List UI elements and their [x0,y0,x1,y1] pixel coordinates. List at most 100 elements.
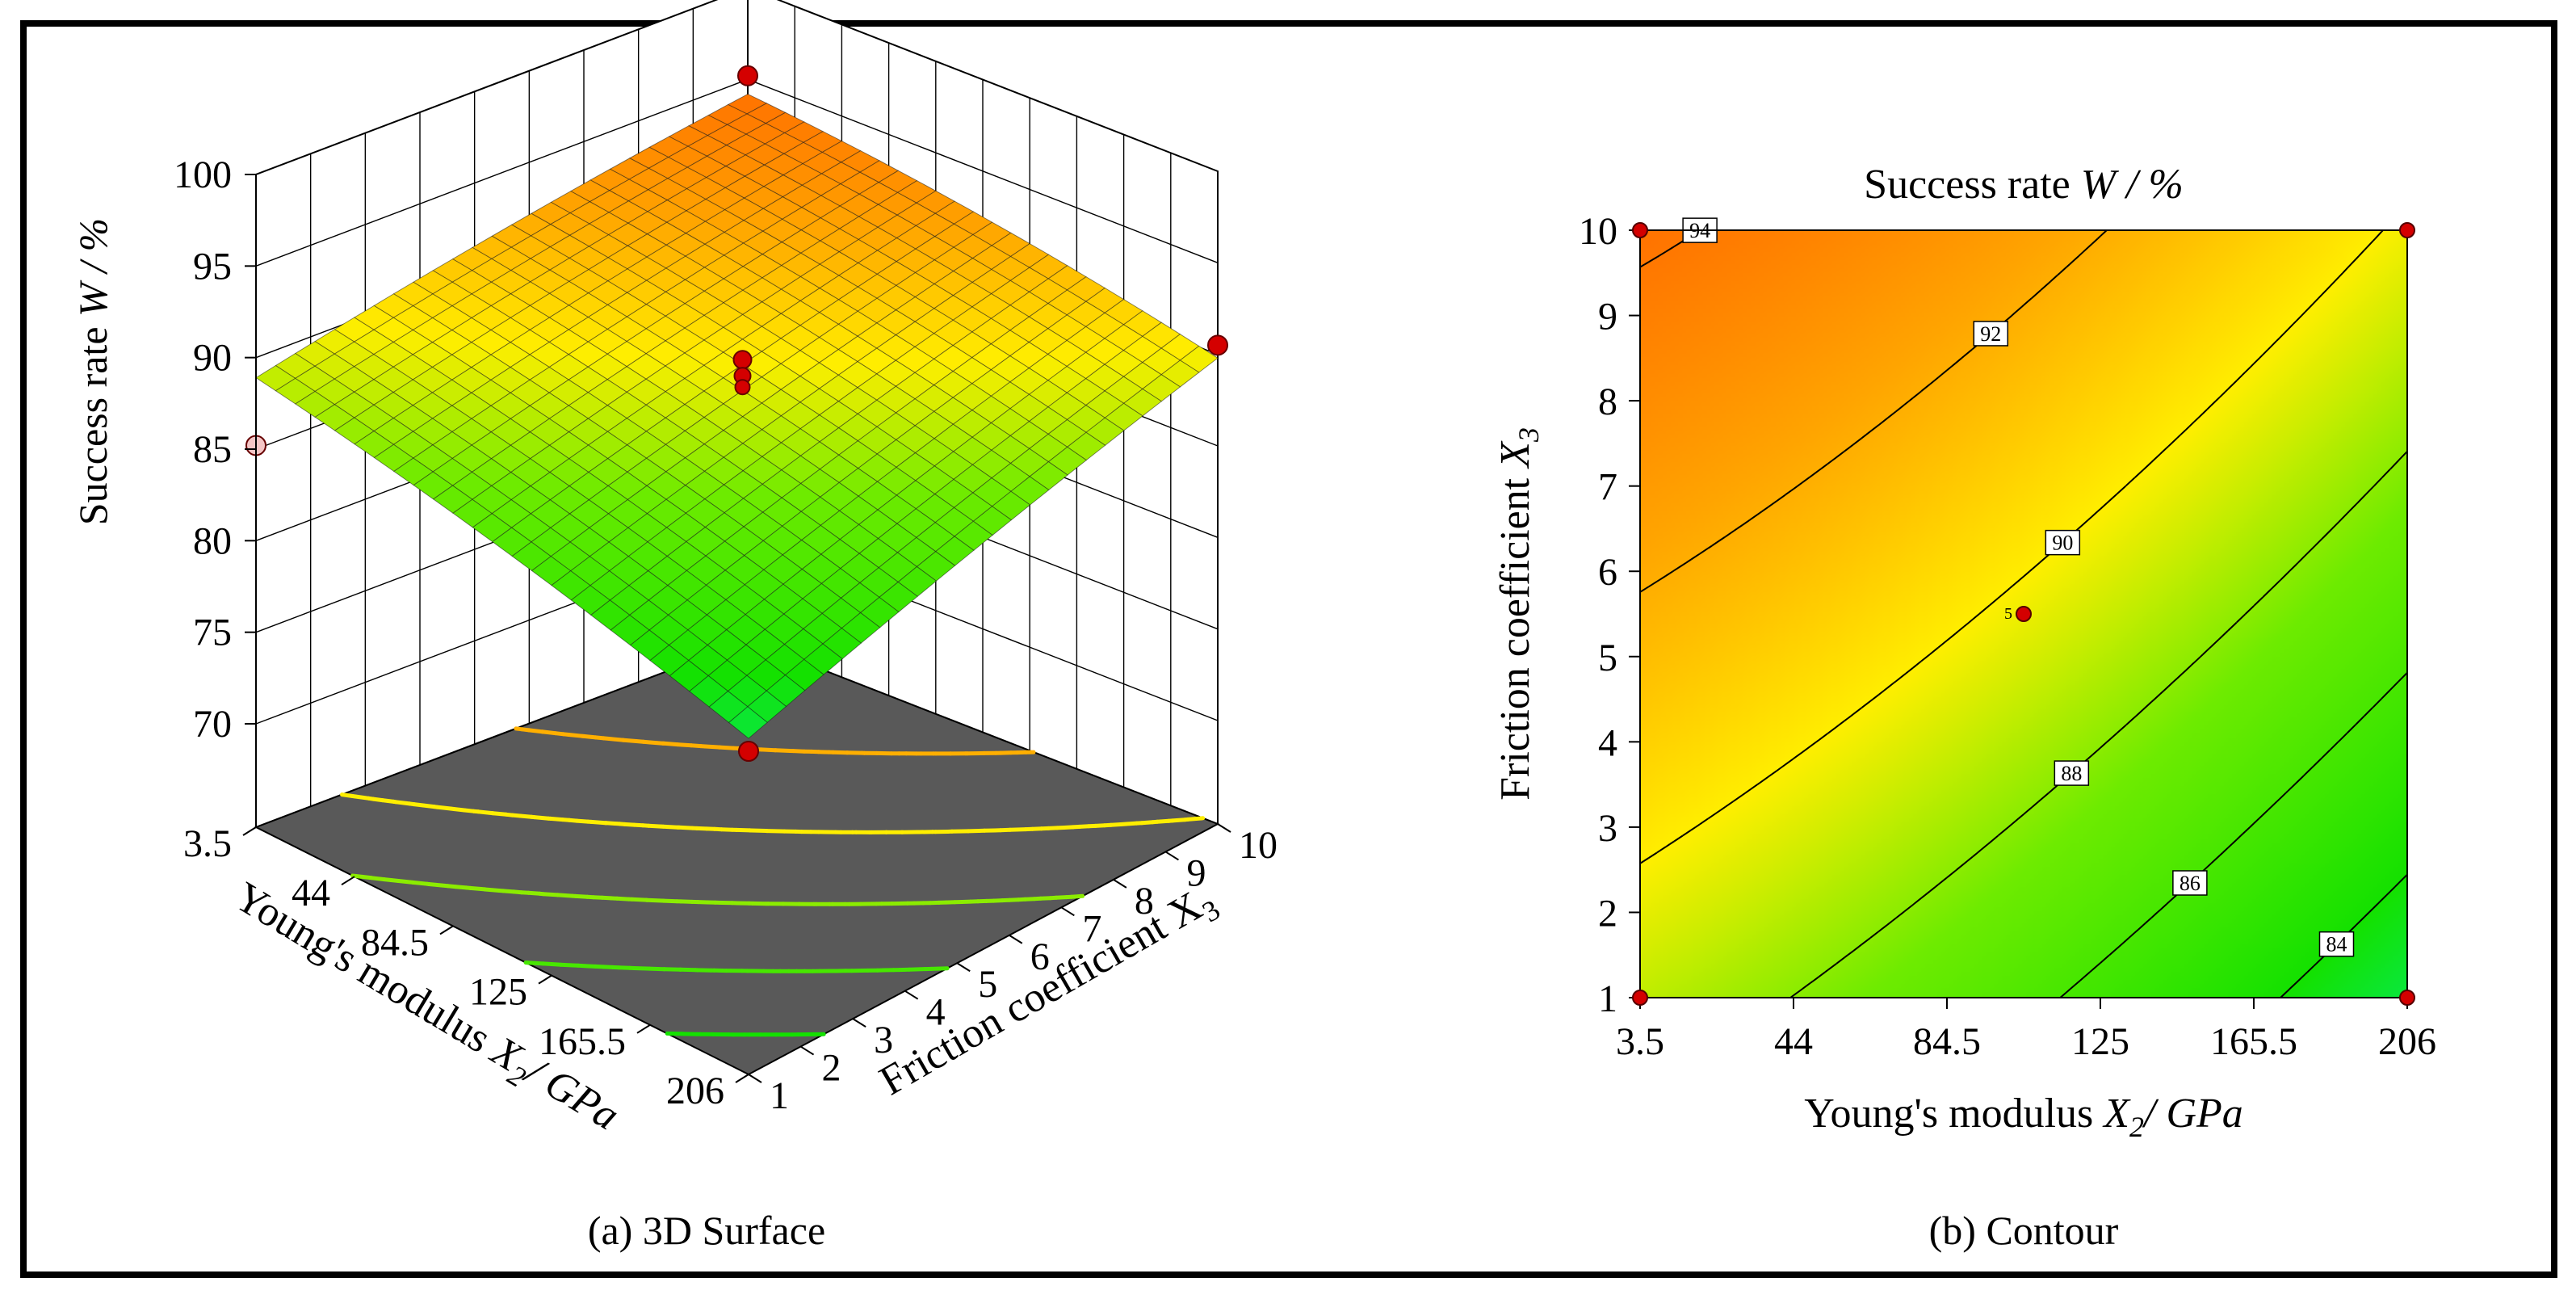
contour-x-tick-label: 206 [2378,1020,2436,1063]
contour-design-point [2400,990,2414,1005]
contour-line-segment [1946,877,1947,878]
contour-line-segment [1757,783,1759,784]
floor-contour-segment [681,969,695,970]
y-tick-label: 2 [822,1047,841,1090]
contour-y-tick-label: 3 [1598,807,1617,850]
contour-line-segment [2007,827,2008,829]
surface-design-point [1208,335,1227,355]
surface-z-label: Success rate W / % [70,218,115,525]
floor-contour-segment [478,812,492,813]
contour-line-segment [2134,477,2135,478]
contour-y-tick-label: 1 [1598,977,1617,1020]
floor-contour-segment [558,895,573,896]
contour-line-segment [1725,536,1726,537]
contour-label: 92 [1980,322,2001,346]
contour-design-point [1633,990,1647,1005]
contour-line-segment [2219,639,2220,640]
contour-line-segment [2143,469,2144,470]
contour-x-tick-label: 125 [2071,1020,2129,1063]
floor-contour-segment [535,818,549,819]
contour-line-segment [2312,767,2314,768]
surface-design-point [736,380,750,394]
contour-line-segment [2297,563,2298,565]
contour-y-tick-label: 8 [1598,380,1617,423]
contour-line-segment [1947,640,1949,641]
contour-line-segment [1904,674,1906,675]
contour-line-segment [2339,520,2341,522]
contour-y-tick-label: 4 [1598,721,1617,764]
contour-line-segment [1853,443,1855,445]
contour-line-segment [2304,775,2305,776]
floor-contour-segment [470,888,485,889]
x-tick-mark [637,1025,650,1033]
contour-line-segment [1988,843,1990,844]
x-tick-mark [440,926,453,934]
z-tick-label: 80 [193,519,232,562]
contour-line-segment [2364,494,2365,495]
floor-contour-segment [776,750,791,751]
floor-contour-segment [632,899,647,900]
contour-line-segment [1930,384,1931,385]
y-tick-mark [801,1047,814,1055]
z-tick-label: 95 [193,245,232,288]
contour-design-point [1633,223,1647,237]
z-tick-label: 70 [193,703,232,746]
contour-line-segment [1673,246,1675,247]
contour-line-segment [2280,580,2281,582]
contour-line-segment [2254,605,2255,606]
floor-contour-segment [543,964,558,965]
contour-label: 88 [2061,762,2082,785]
contour-line-segment [2271,588,2272,589]
y-tick-label: 1 [770,1074,789,1117]
contour-line-segment [1657,256,1659,257]
contour-line-segment [2032,298,2033,299]
contour-line-segment [1750,519,1752,520]
contour-x-tick-label: 165.5 [2210,1020,2297,1063]
z-tick-label: 90 [193,337,232,380]
contour-x-tick-label: 44 [1774,1020,1813,1063]
caption-a: (a) 3D Surface [588,1208,825,1253]
contour-y-tick-label: 2 [1598,892,1617,935]
x-tick-label: 125 [469,971,527,1014]
contour-line-segment [2381,699,2382,700]
contour-line-segment [2228,631,2229,632]
contour-label: 84 [2326,933,2347,956]
contour-title: Success rate W / % [1864,162,2184,208]
contour-y-tick-label: 10 [1579,210,1617,253]
contour-line-segment [2288,989,2289,990]
contour-line-segment [1903,911,1904,912]
contour-y-tick-label: 7 [1598,466,1617,509]
x-tick-label: 3.5 [183,822,232,865]
floor-contour-segment [485,889,500,891]
surface-design-point [739,742,758,761]
contour-line-segment [1768,776,1769,777]
floor-contour-segment [664,743,678,744]
floor-contour-segment [751,830,766,831]
floor-contour-segment [396,802,409,804]
contour-line-segment [1979,612,1981,614]
contour-y-tick-label: 5 [1598,637,1617,679]
contour-line-segment [2356,503,2358,505]
x-tick-mark [736,1074,749,1082]
floor-contour-segment [647,900,662,901]
contour-line-segment [1972,349,1973,350]
contour-line-segment [1819,469,1821,471]
y-tick-mark [957,963,970,971]
x-tick-mark [342,876,355,885]
contour-design-point [2016,607,2031,621]
floor-contour-segment [528,963,543,964]
contour-line-segment [1894,682,1895,683]
contour-line-segment [1699,554,1700,555]
y-tick-mark [853,1019,866,1027]
contour-line-segment [1998,597,1999,599]
y-tick-label: 10 [1239,824,1278,867]
contour-line-segment [2305,554,2306,556]
z-tick-label: 100 [174,153,232,196]
floor-contour-segment [1072,896,1083,897]
contour-line-segment [2364,716,2365,717]
contour-line-segment [2347,511,2349,513]
contour-line-segment [1733,801,1734,802]
